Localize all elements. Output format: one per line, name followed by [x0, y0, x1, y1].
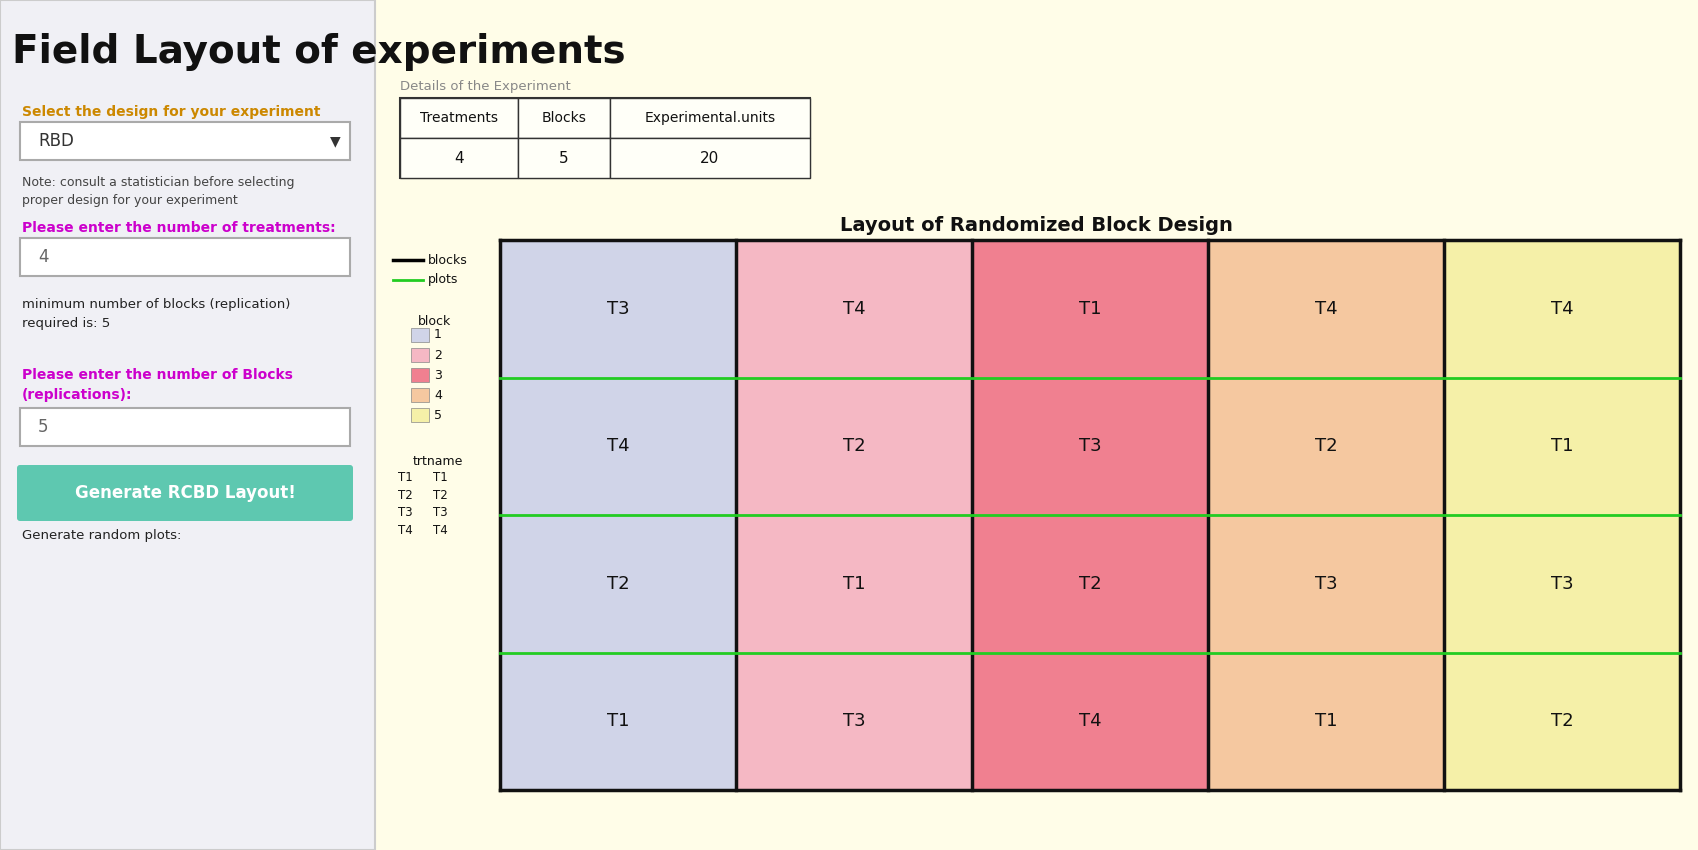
Text: 2: 2 — [435, 348, 441, 361]
Bar — [610, 98, 810, 138]
Text: T2: T2 — [606, 575, 630, 592]
Text: 20: 20 — [700, 150, 720, 166]
Text: T2: T2 — [842, 437, 866, 456]
Text: 4: 4 — [435, 388, 441, 401]
Text: Blocks: Blocks — [542, 111, 586, 125]
Bar — [1207, 240, 1443, 377]
Text: plots: plots — [428, 274, 458, 286]
Text: T4: T4 — [433, 524, 448, 537]
Text: T2: T2 — [1550, 712, 1574, 730]
Text: T1: T1 — [1078, 300, 1102, 318]
Text: 4: 4 — [37, 248, 49, 266]
Bar — [1443, 240, 1679, 377]
Bar — [518, 138, 610, 178]
Text: T1: T1 — [433, 471, 448, 484]
Bar — [499, 653, 735, 790]
Text: T3: T3 — [842, 712, 866, 730]
Text: Experimental.units: Experimental.units — [645, 111, 776, 125]
Bar — [735, 377, 971, 515]
Text: T3: T3 — [1314, 575, 1338, 592]
Text: RBD: RBD — [37, 132, 75, 150]
Bar — [20, 408, 350, 446]
Bar — [401, 138, 518, 178]
Bar — [735, 240, 971, 377]
Text: T2: T2 — [1314, 437, 1338, 456]
Bar — [1207, 377, 1443, 515]
Text: T3: T3 — [1078, 437, 1102, 456]
Text: T4: T4 — [397, 524, 413, 537]
Text: Please enter the number of treatments:: Please enter the number of treatments: — [22, 221, 336, 235]
Text: T1: T1 — [1314, 712, 1338, 730]
Bar — [610, 138, 810, 178]
Bar — [20, 238, 350, 276]
Text: T4: T4 — [606, 437, 630, 456]
Bar — [20, 122, 350, 160]
Text: Select the design for your experiment: Select the design for your experiment — [22, 105, 321, 119]
Text: T4: T4 — [1314, 300, 1338, 318]
Text: trtname: trtname — [413, 455, 464, 468]
Bar — [499, 377, 735, 515]
Bar — [411, 368, 430, 382]
Bar — [499, 515, 735, 653]
Text: 5: 5 — [435, 409, 441, 422]
Bar — [411, 348, 430, 362]
Text: T1: T1 — [1550, 437, 1574, 456]
FancyBboxPatch shape — [17, 465, 353, 521]
Text: T4: T4 — [842, 300, 866, 318]
Bar — [0, 0, 375, 850]
Text: T1: T1 — [606, 712, 630, 730]
Text: Generate random plots:: Generate random plots: — [22, 529, 182, 541]
Bar — [971, 377, 1207, 515]
Bar — [971, 653, 1207, 790]
Bar — [1443, 653, 1679, 790]
Text: Field Layout of experiments: Field Layout of experiments — [12, 33, 625, 71]
Text: T3: T3 — [397, 507, 413, 519]
Text: block: block — [418, 315, 452, 328]
Bar — [401, 98, 810, 178]
Bar — [1207, 653, 1443, 790]
Text: T4: T4 — [1078, 712, 1102, 730]
Text: T1: T1 — [397, 471, 413, 484]
Text: T2: T2 — [1078, 575, 1102, 592]
Text: 5: 5 — [559, 150, 569, 166]
Text: 3: 3 — [435, 369, 441, 382]
Bar — [735, 653, 971, 790]
Bar — [518, 98, 610, 138]
Text: Layout of Randomized Block Design: Layout of Randomized Block Design — [841, 216, 1233, 235]
Text: T3: T3 — [1550, 575, 1574, 592]
Bar — [971, 515, 1207, 653]
Text: 5: 5 — [37, 418, 49, 436]
Bar — [1443, 515, 1679, 653]
Text: Details of the Experiment: Details of the Experiment — [401, 80, 571, 93]
Bar — [411, 388, 430, 402]
Text: Please enter the number of Blocks
(replications):: Please enter the number of Blocks (repli… — [22, 368, 292, 401]
Text: T1: T1 — [842, 575, 866, 592]
Bar — [1207, 515, 1443, 653]
Text: T2: T2 — [397, 489, 413, 501]
Text: blocks: blocks — [428, 253, 467, 267]
Text: 4: 4 — [453, 150, 464, 166]
Bar — [401, 98, 518, 138]
Text: 1: 1 — [435, 328, 441, 342]
Bar — [411, 408, 430, 422]
Bar — [499, 240, 735, 377]
Text: T3: T3 — [606, 300, 630, 318]
Text: ▼: ▼ — [329, 134, 340, 148]
Text: Generate RCBD Layout!: Generate RCBD Layout! — [75, 484, 295, 502]
Bar — [971, 240, 1207, 377]
Text: minimum number of blocks (replication)
required is: 5: minimum number of blocks (replication) r… — [22, 298, 290, 330]
Text: T2: T2 — [433, 489, 448, 501]
Bar — [1443, 377, 1679, 515]
Text: T3: T3 — [433, 507, 448, 519]
Bar — [735, 515, 971, 653]
Text: Note: consult a statistician before selecting
proper design for your experiment: Note: consult a statistician before sele… — [22, 176, 294, 207]
Text: T4: T4 — [1550, 300, 1574, 318]
Bar — [411, 328, 430, 342]
Text: Treatments: Treatments — [419, 111, 498, 125]
